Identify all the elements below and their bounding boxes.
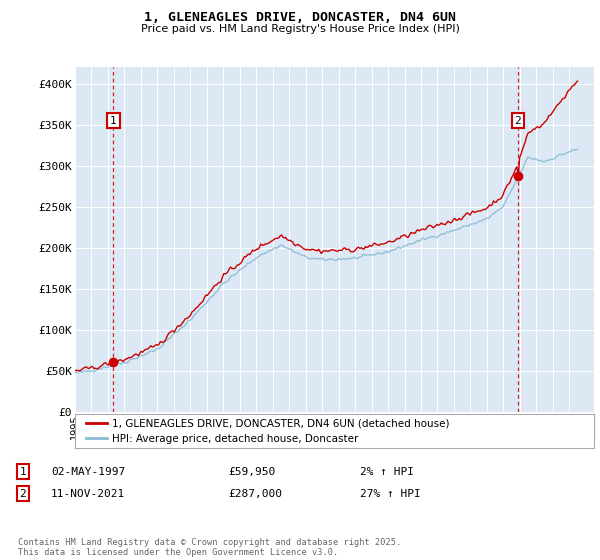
Legend: 1, GLENEAGLES DRIVE, DONCASTER, DN4 6UN (detached house), HPI: Average price, de: 1, GLENEAGLES DRIVE, DONCASTER, DN4 6UN … [83,416,452,447]
Text: 2: 2 [19,489,26,499]
Text: 11-NOV-2021: 11-NOV-2021 [51,489,125,499]
Text: 02-MAY-1997: 02-MAY-1997 [51,466,125,477]
Text: 1: 1 [110,115,117,125]
Text: Price paid vs. HM Land Registry's House Price Index (HPI): Price paid vs. HM Land Registry's House … [140,24,460,34]
Text: Contains HM Land Registry data © Crown copyright and database right 2025.
This d: Contains HM Land Registry data © Crown c… [18,538,401,557]
Text: 1: 1 [19,466,26,477]
Text: 1, GLENEAGLES DRIVE, DONCASTER, DN4 6UN: 1, GLENEAGLES DRIVE, DONCASTER, DN4 6UN [144,11,456,24]
Text: £287,000: £287,000 [228,489,282,499]
Text: £59,950: £59,950 [228,466,275,477]
Text: 2: 2 [514,115,521,125]
Text: 27% ↑ HPI: 27% ↑ HPI [360,489,421,499]
Text: 2% ↑ HPI: 2% ↑ HPI [360,466,414,477]
